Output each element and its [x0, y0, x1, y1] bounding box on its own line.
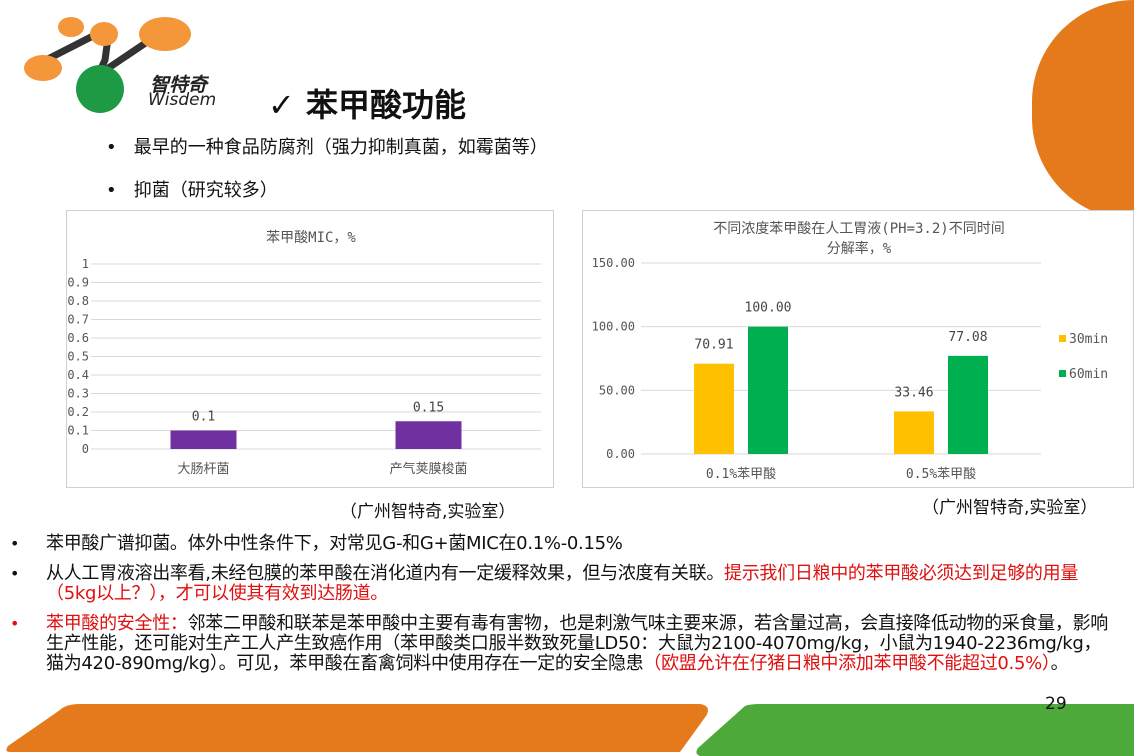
- data-label: 70.91: [694, 338, 733, 353]
- paragraph-3: • 苯甲酸的安全性：邻苯二甲酸和联苯是苯甲酸中主要有毒有害物，也是刺激气味主要来源…: [10, 613, 1109, 674]
- source-note-1: （广州智特奇,实验室）: [340, 502, 516, 522]
- y-tick-label: 0.9: [67, 276, 89, 290]
- decomposition-chart: 不同浓度苯甲酸在人工胃液(PH=3.2)不同时间 分解率，% 0.00 50.00 10…: [582, 210, 1134, 488]
- y-tick-label: 0.2: [67, 405, 89, 419]
- legend-swatch: [1059, 335, 1066, 342]
- chart-title: 分解率，%: [827, 240, 892, 257]
- chart-title: 苯甲酸MIC，%: [266, 229, 356, 246]
- data-label: 33.46: [894, 385, 933, 400]
- page-title-text: 苯甲酸功能: [305, 86, 466, 124]
- logo-graphic: [24, 17, 191, 113]
- data-label: 100.00: [745, 301, 792, 316]
- logo-cn: 智特奇: [150, 74, 208, 96]
- y-tick-label: 0.5: [67, 350, 89, 364]
- logo-en: Wisdem: [148, 90, 217, 110]
- paragraph-2-highlight: 提示我们日粮中的苯甲酸必须达到足够的用量（5kg以上？），才可以使其有效到达肠道…: [46, 563, 1079, 604]
- chart-title: 不同浓度苯甲酸在人工胃液(PH=3.2)不同时间: [713, 220, 1004, 237]
- orange-corner-circle: [1032, 0, 1134, 220]
- y-tick-label: 100.00: [592, 320, 635, 334]
- mic-chart: 苯甲酸MIC，% 0 0.1 0.2 0.3 0.4 0.5 0.6 0.7 0.8 0.9 1 0.1…: [66, 210, 554, 488]
- paragraph-3-highlight: （欧盟允许在仔猪日粮中添加苯甲酸不能超过0.5%）: [643, 653, 1051, 674]
- legend-swatch: [1059, 370, 1066, 377]
- y-tick-label: 0.8: [67, 294, 89, 308]
- y-tick-label: 0: [82, 442, 89, 456]
- bar-60min: [948, 355, 988, 454]
- paragraph-2: • 从人工胃液溶出率看,未经包膜的苯甲酸在消化道内有一定缓释效果，但与浓度有关联。…: [10, 563, 1079, 604]
- y-tick-label: 0.1: [67, 424, 89, 438]
- data-label: 0.15: [413, 400, 444, 415]
- x-tick-label: 大肠杆菌: [177, 462, 229, 477]
- mic-chart-svg: 苯甲酸MIC，% 0 0.1 0.2 0.3 0.4 0.5 0.6 0.7 0.8 0.9 1 0.1…: [67, 229, 541, 477]
- paragraph-3-end: 。: [1050, 653, 1069, 674]
- data-label: 0.1: [192, 410, 215, 425]
- bar-30min: [894, 411, 934, 454]
- paragraph-1-text: 苯甲酸广谱抑菌。体外中性条件下，对常见G-和G+菌MIC在0.1%-0.15%: [46, 533, 623, 554]
- bottom-decoration: [6, 704, 1134, 756]
- data-label: 77.08: [948, 330, 987, 345]
- y-tick-label: 0.00: [606, 447, 635, 461]
- legend-label: 30min: [1069, 332, 1108, 347]
- bar-30min: [694, 363, 734, 454]
- bullet-item: • 最早的一种食品防腐剂（强力抑制真菌，如霉菌等）: [106, 137, 548, 158]
- y-tick-label: 0.6: [67, 331, 89, 345]
- paragraph-3-text: 邻苯二甲酸和联苯是苯甲酸中主要有毒有害物，也是刺激气味主要来源，若含量过高，会直…: [46, 613, 1109, 674]
- paragraph-3-label: 苯甲酸的安全性：: [46, 613, 188, 634]
- bar: [395, 421, 462, 449]
- paragraph-1: • 苯甲酸广谱抑菌。体外中性条件下，对常见G-和G+菌MIC在0.1%-0.15%: [10, 533, 623, 554]
- x-tick-label: 产气荚膜梭菌: [389, 461, 467, 477]
- bar: [170, 430, 237, 449]
- x-tick-label: 0.1%苯甲酸: [706, 467, 776, 482]
- y-tick-label: 150.00: [592, 256, 635, 270]
- y-tick-label: 50.00: [599, 383, 635, 397]
- bullet-item: • 抑菌（研究较多）: [106, 180, 278, 201]
- check-icon: ✓: [268, 86, 295, 124]
- page-number: 29: [1045, 694, 1067, 714]
- bullet-text: 抑菌（研究较多）: [133, 180, 278, 201]
- source-note-2: （广州智特奇,实验室）: [922, 498, 1098, 518]
- y-tick-label: 0.3: [67, 387, 89, 401]
- paragraph-2-text: 从人工胃液溶出率看,未经包膜的苯甲酸在消化道内有一定缓释效果，但与浓度有关联。: [46, 563, 725, 584]
- y-tick-label: 0.7: [67, 313, 89, 327]
- page-title: ✓ 苯甲酸功能: [268, 80, 466, 126]
- x-tick-label: 0.5%苯甲酸: [906, 467, 976, 482]
- y-tick-label: 0.4: [67, 368, 89, 382]
- bullet-text: 最早的一种食品防腐剂（强力抑制真菌，如霉菌等）: [133, 137, 548, 158]
- y-tick-label: 1: [82, 257, 89, 271]
- logo: 智特奇 Wisdem: [0, 0, 240, 120]
- bar-60min: [748, 326, 788, 454]
- legend-label: 60min: [1069, 367, 1108, 382]
